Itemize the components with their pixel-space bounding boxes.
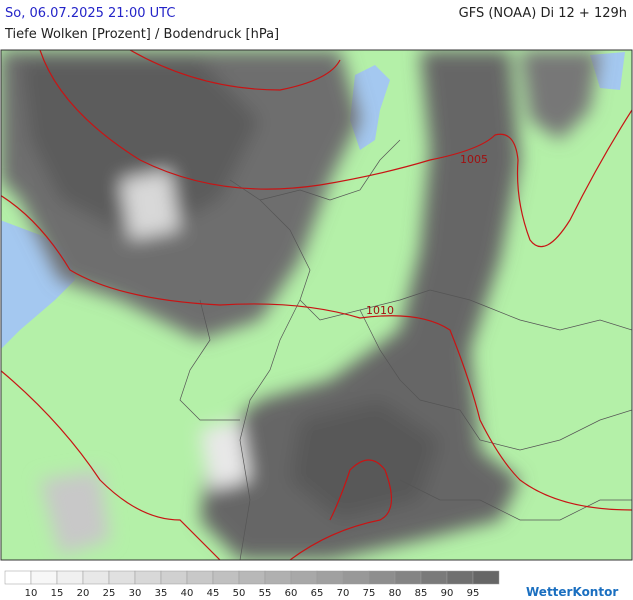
legend: 10 15 20 25 30 35 40 45 50 55 60 65 70 75 80 85 90 95 (4, 570, 500, 599)
legend-label: 30 (129, 588, 142, 599)
legend-label: 60 (285, 588, 298, 599)
legend-label: 20 (77, 588, 90, 599)
legend-swatch (238, 570, 266, 585)
legend-label: 15 (51, 588, 64, 599)
datetime: So, 06.07.2025 21:00 UTC (5, 6, 176, 21)
legend-label: 25 (103, 588, 116, 599)
isobar-label: 1010 (366, 304, 394, 317)
legend-swatch (160, 570, 188, 585)
legend-label: 95 (467, 588, 480, 599)
isobar-label: 1005 (460, 153, 488, 166)
legend-swatch (472, 570, 500, 585)
legend-swatch (264, 570, 292, 585)
legend-swatch (30, 570, 58, 585)
legend-swatch (394, 570, 422, 585)
isobars (1, 50, 632, 560)
legend-label: 50 (233, 588, 246, 599)
borders (179, 139, 632, 560)
legend-label: 80 (389, 588, 402, 599)
legend-swatch (420, 570, 448, 585)
legend-swatch (82, 570, 110, 585)
legend-label: 40 (181, 588, 194, 599)
map-title: Tiefe Wolken [Prozent] / Bodendruck [hPa… (5, 27, 280, 42)
legend-swatch (186, 570, 214, 585)
legend-swatch (316, 570, 344, 585)
legend-label: 75 (363, 588, 376, 599)
model-run: GFS (NOAA) Di 12 + 129h (458, 6, 627, 21)
legend-label: 35 (155, 588, 168, 599)
legend-swatch (56, 570, 84, 585)
legend-label: 55 (259, 588, 272, 599)
legend-swatch (446, 570, 474, 585)
legend-swatch (368, 570, 396, 585)
logo: WetterKontor (526, 585, 618, 599)
legend-swatch (342, 570, 370, 585)
legend-label: 90 (441, 588, 454, 599)
legend-swatch (108, 570, 136, 585)
legend-label: 45 (207, 588, 220, 599)
map-frame (0, 49, 633, 561)
legend-label: 65 (311, 588, 324, 599)
legend-swatch (212, 570, 240, 585)
map-area: 1005 1010 (1, 50, 632, 560)
legend-swatch (134, 570, 162, 585)
legend-swatch (4, 570, 32, 585)
legend-swatch (290, 570, 318, 585)
legend-label: 85 (415, 588, 428, 599)
legend-label: 10 (25, 588, 38, 599)
legend-label: 70 (337, 588, 350, 599)
